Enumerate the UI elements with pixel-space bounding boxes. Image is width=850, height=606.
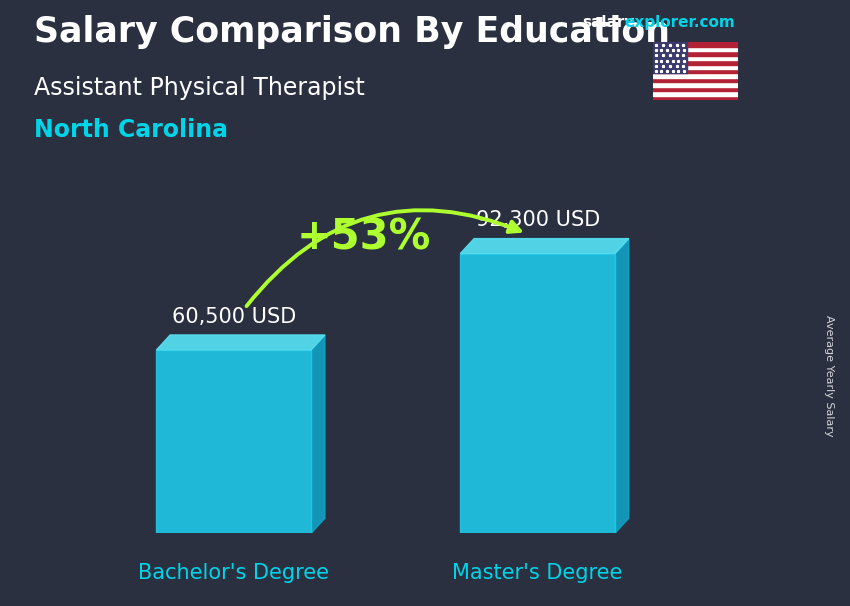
Bar	[653, 47, 738, 52]
Polygon shape	[311, 335, 325, 533]
Bar	[653, 91, 738, 96]
Text: 92,300 USD: 92,300 USD	[475, 210, 600, 230]
Bar	[653, 73, 738, 78]
Text: North Carolina: North Carolina	[34, 118, 228, 142]
Text: explorer.com: explorer.com	[625, 15, 735, 30]
Polygon shape	[156, 335, 325, 350]
Bar	[653, 96, 738, 100]
Text: Salary Comparison By Education: Salary Comparison By Education	[34, 15, 670, 49]
Text: Master's Degree: Master's Degree	[452, 564, 623, 584]
Bar	[653, 42, 687, 73]
Text: +53%: +53%	[297, 216, 431, 259]
Bar	[653, 60, 738, 65]
FancyArrowPatch shape	[246, 210, 520, 306]
Bar	[653, 87, 738, 91]
Bar	[460, 253, 615, 533]
Bar	[653, 78, 738, 82]
Polygon shape	[615, 239, 629, 533]
Bar	[653, 65, 738, 69]
Bar	[653, 42, 738, 47]
Bar	[653, 52, 738, 56]
Text: Assistant Physical Therapist: Assistant Physical Therapist	[34, 76, 365, 100]
Bar	[156, 350, 311, 533]
Bar	[653, 56, 738, 60]
Bar	[653, 82, 738, 87]
Text: Average Yearly Salary: Average Yearly Salary	[824, 315, 834, 436]
Polygon shape	[460, 239, 629, 253]
Text: salary: salary	[582, 15, 635, 30]
Text: Bachelor's Degree: Bachelor's Degree	[139, 564, 329, 584]
Text: 60,500 USD: 60,500 USD	[172, 307, 296, 327]
Bar	[653, 69, 738, 73]
